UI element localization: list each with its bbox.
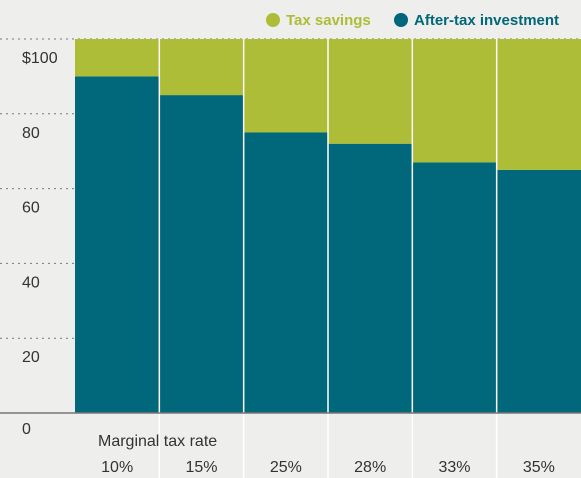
y-tick-label: 20 — [22, 349, 40, 366]
y-tick-label: 80 — [22, 125, 40, 142]
x-tick-label: 35% — [523, 459, 555, 476]
x-axis-title: Marginal tax rate — [98, 433, 217, 450]
bar-after-tax-investment — [412, 162, 496, 413]
legend-label-tax-savings: Tax savings — [286, 12, 371, 29]
y-tick-label: $100 — [22, 50, 58, 67]
bar-tax-savings — [412, 39, 496, 162]
bar-after-tax-investment — [328, 144, 412, 413]
legend-swatch-after-tax — [394, 13, 408, 27]
x-tick-label: 33% — [438, 459, 470, 476]
y-tick-label: 0 — [22, 421, 31, 438]
bar-after-tax-investment — [159, 95, 243, 413]
x-tick-label: 15% — [185, 459, 217, 476]
x-tick-label: 10% — [101, 459, 133, 476]
bar-after-tax-investment — [75, 76, 159, 413]
bar-tax-savings — [159, 39, 243, 95]
y-tick-label: 40 — [22, 274, 40, 291]
x-tick-label: 25% — [270, 459, 302, 476]
bar-tax-savings — [75, 39, 159, 76]
bar-after-tax-investment — [497, 170, 581, 413]
x-tick-label: 28% — [354, 459, 386, 476]
bar-after-tax-investment — [244, 133, 328, 414]
bar-tax-savings — [328, 39, 412, 144]
legend-swatch-tax-savings — [266, 13, 280, 27]
legend-label-after-tax: After-tax investment — [414, 12, 559, 29]
bar-tax-savings — [497, 39, 581, 170]
y-tick-label: 60 — [22, 200, 40, 217]
bar-tax-savings — [244, 39, 328, 133]
bars — [75, 39, 581, 478]
